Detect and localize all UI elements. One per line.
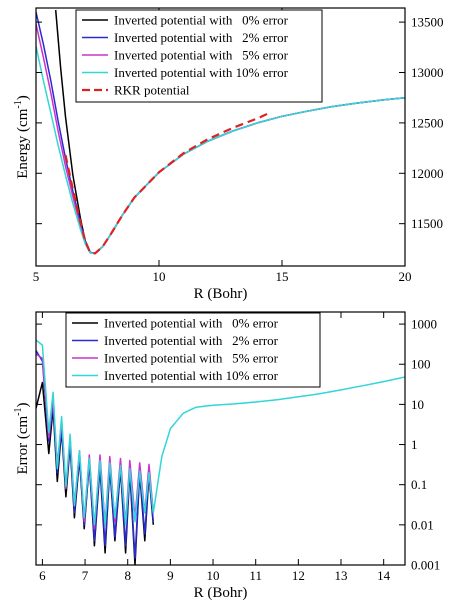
y-axis-label-main: Energy (cm bbox=[15, 108, 31, 178]
x-tick-label: 12 bbox=[292, 568, 305, 583]
legend-entry-3: Inverted potential with 10% error bbox=[114, 65, 289, 80]
y-tick-label: 1 bbox=[411, 437, 418, 452]
legend-entry-1: Inverted potential with 2% error bbox=[114, 30, 289, 45]
x-tick-label: 20 bbox=[399, 269, 412, 284]
y-tick-label: 12500 bbox=[411, 115, 444, 130]
legend-entry-0: Inverted potential with 0% error bbox=[114, 13, 289, 28]
legend-entry-3: Inverted potential with 10% error bbox=[104, 368, 279, 383]
y-axis-label-close: ) bbox=[15, 402, 31, 407]
legend-entry-0: Inverted potential with 0% error bbox=[104, 316, 279, 331]
x-tick-label: 10 bbox=[207, 568, 220, 583]
x-tick-label: 5 bbox=[33, 269, 40, 284]
x-tick-label: 11 bbox=[249, 568, 262, 583]
x-tick-label: 7 bbox=[82, 568, 89, 583]
x-axis-label: R (Bohr) bbox=[194, 585, 248, 601]
legend-entry-2: Inverted potential with 5% error bbox=[114, 48, 289, 63]
series-line-3 bbox=[36, 339, 405, 526]
y-axis-label-superscript: -1 bbox=[13, 407, 24, 415]
plot-frame bbox=[35, 311, 406, 566]
x-tick-label: 13 bbox=[335, 568, 348, 583]
plot-frame bbox=[35, 7, 406, 267]
y-tick-label: 13500 bbox=[411, 15, 444, 30]
y-tick-label: 10 bbox=[411, 397, 424, 412]
y-tick-label: 13000 bbox=[411, 65, 444, 80]
x-tick-label: 6 bbox=[39, 568, 46, 583]
legend-box bbox=[75, 9, 323, 103]
legend-box bbox=[65, 312, 321, 388]
series-group bbox=[36, 9, 405, 255]
y-tick-label: 100 bbox=[411, 357, 431, 372]
y-axis-label: Error (cm-1) bbox=[13, 402, 31, 474]
y-tick-label: 12000 bbox=[411, 166, 444, 181]
x-tick-label: 9 bbox=[167, 568, 174, 583]
y-tick-label: 0.01 bbox=[411, 517, 434, 532]
y-axis-label: Energy (cm-1) bbox=[13, 95, 31, 178]
y-tick-label: 0.001 bbox=[411, 558, 440, 573]
error-panel: 6 7 8 9 10 11 12 13 14 0.001 0.01 0.1 1 10 100 1000 R (B… bbox=[13, 311, 440, 601]
x-tick-label: 8 bbox=[124, 568, 131, 583]
legend-entry-2: Inverted potential with 5% error bbox=[104, 351, 279, 366]
x-tick-label: 10 bbox=[153, 269, 166, 284]
series-group bbox=[36, 339, 405, 565]
legend: Inverted potential with 0% error Inverted… bbox=[75, 9, 323, 103]
y-tick-label: 1000 bbox=[411, 317, 437, 332]
legend: Inverted potential with 0% error Inverted… bbox=[65, 312, 321, 388]
series-line-3 bbox=[36, 46, 405, 255]
energy-panel: 5 10 15 20 11500 12000 12500 13000 13500 R (Bohr)… bbox=[13, 7, 444, 302]
y-axis-label-main: Error (cm bbox=[15, 415, 31, 474]
y-axis-label-superscript: -1 bbox=[13, 100, 24, 108]
legend-entry-4: RKR potential bbox=[114, 83, 190, 98]
y-tick-label: 0.1 bbox=[411, 477, 427, 492]
legend-entry-1: Inverted potential with 2% error bbox=[104, 333, 279, 348]
x-axis-label: R (Bohr) bbox=[194, 286, 248, 302]
series-line-4 bbox=[64, 111, 271, 255]
y-axis-label-close: ) bbox=[15, 95, 31, 100]
y-tick-label: 11500 bbox=[411, 216, 443, 231]
series-line-0 bbox=[36, 381, 155, 565]
x-tick-label: 14 bbox=[377, 568, 391, 583]
x-tick-label: 15 bbox=[276, 269, 289, 284]
series-line-1 bbox=[36, 350, 155, 559]
